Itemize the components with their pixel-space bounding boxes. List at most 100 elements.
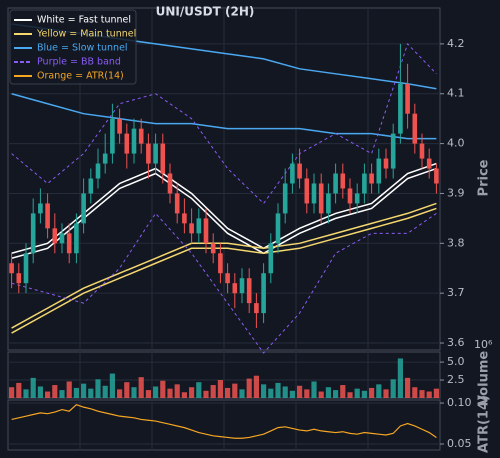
- candle-body: [88, 178, 94, 194]
- chart-title: UNI/USDT (2H): [156, 5, 255, 19]
- candle-body: [275, 213, 281, 244]
- volume-bar: [369, 387, 375, 398]
- volume-bar: [361, 390, 367, 398]
- candle-body: [81, 193, 86, 224]
- candle-body: [390, 133, 396, 169]
- candle-body: [52, 228, 58, 244]
- candle-body: [189, 223, 194, 234]
- candle-body: [311, 183, 317, 204]
- volume-bar: [397, 358, 403, 398]
- atr-axis-label: ATR(14): [477, 395, 492, 453]
- candle-body: [304, 178, 310, 204]
- candle-body: [426, 158, 432, 169]
- candle-body: [30, 213, 36, 254]
- legend-label: Blue = Slow tunnel: [37, 43, 128, 54]
- volume-bar: [333, 390, 339, 398]
- candle-body: [354, 193, 360, 204]
- volume-bar: [95, 379, 101, 398]
- candle-body: [196, 218, 202, 234]
- volume-bar: [196, 382, 202, 398]
- indicator-line: [11, 202, 437, 329]
- volume-bar: [160, 380, 166, 398]
- candle-body: [124, 133, 130, 154]
- volume-bar: [131, 387, 137, 398]
- volume-bar: [376, 384, 382, 398]
- candle-body: [95, 163, 101, 179]
- volume-multiplier: 10⁶: [474, 338, 493, 351]
- volume-bar: [383, 389, 389, 398]
- legend-label: Yellow = Main tunnel: [36, 29, 136, 40]
- legend-label: Purple = BB band: [37, 57, 121, 68]
- atr-line: [11, 403, 437, 439]
- legend: White = Fast tunnel Yellow = Main tunnel B…: [9, 9, 137, 85]
- candle-body: [290, 163, 295, 184]
- candle-body: [239, 278, 245, 294]
- volume-bar: [225, 387, 231, 398]
- volume-bar: [102, 385, 108, 398]
- candle-body: [326, 193, 331, 214]
- candle-body: [23, 253, 29, 284]
- volume-bar: [203, 390, 209, 398]
- volume-bar: [16, 382, 22, 398]
- candle-body: [110, 118, 115, 154]
- y-tick-label: 3.9: [447, 186, 465, 199]
- volume-bar: [167, 388, 173, 398]
- volume-bar: [340, 385, 346, 398]
- indicator-line: [11, 212, 437, 354]
- y-tick-label: 0.05: [447, 437, 472, 450]
- candle-body: [376, 158, 382, 184]
- volume-bar: [52, 385, 58, 398]
- volume-bar: [405, 377, 411, 398]
- candle-body: [182, 213, 187, 224]
- candle-body: [282, 183, 288, 214]
- volume-bar: [66, 381, 72, 398]
- volume-bar: [181, 392, 187, 398]
- candle-body: [347, 188, 353, 204]
- volume-bar: [239, 389, 245, 398]
- candle-body: [383, 158, 389, 169]
- legend-box: [9, 9, 137, 85]
- volume-bar: [145, 390, 151, 398]
- candle-body: [117, 118, 122, 134]
- volume-bar: [23, 389, 29, 398]
- volume-bar: [304, 389, 310, 398]
- candle-body: [232, 283, 238, 294]
- volume-bar: [73, 387, 79, 398]
- volume-bar: [354, 388, 360, 398]
- candle-body: [210, 243, 216, 254]
- volume-bar: [268, 388, 274, 398]
- indicator-line: [11, 207, 437, 334]
- candle-body: [59, 233, 65, 244]
- candle-body: [45, 203, 50, 229]
- volume-bar: [109, 373, 115, 398]
- y-tick-label: 0.10: [447, 396, 472, 409]
- volume-bar: [297, 385, 303, 398]
- volume-bar: [174, 384, 180, 398]
- candle-body: [131, 128, 137, 154]
- candle-body: [138, 128, 144, 144]
- candle-body: [203, 218, 209, 244]
- volume-bar: [433, 388, 439, 398]
- volume-bar: [153, 386, 159, 398]
- legend-label: White = Fast tunnel: [37, 15, 131, 26]
- volume-bar: [347, 392, 353, 398]
- y-tick-label: 4.1: [447, 87, 465, 100]
- candle-body: [153, 143, 158, 164]
- y-tick-label: 3.8: [447, 236, 465, 249]
- candle-body: [254, 303, 259, 314]
- candle-body: [369, 173, 374, 184]
- candle-body: [340, 173, 346, 189]
- candle-body: [246, 278, 252, 304]
- volume-axis-label: Volume: [477, 351, 492, 406]
- volume-bar: [124, 382, 130, 398]
- candle-body: [74, 223, 79, 254]
- volume-bar: [419, 390, 425, 398]
- candle-body: [412, 113, 418, 144]
- candle-body: [434, 168, 439, 184]
- volume-bar: [390, 379, 396, 398]
- candle-body: [160, 143, 166, 174]
- volume-bar: [117, 389, 123, 398]
- candle-body: [333, 173, 338, 194]
- volume-bar: [261, 384, 267, 398]
